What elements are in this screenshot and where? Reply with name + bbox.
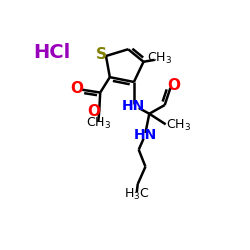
Text: O: O — [70, 81, 84, 96]
Text: CH$_3$: CH$_3$ — [147, 51, 172, 66]
Text: O: O — [87, 104, 100, 119]
Text: CH$_3$: CH$_3$ — [166, 118, 191, 133]
Text: HN: HN — [134, 128, 157, 142]
Text: H$_3$C: H$_3$C — [124, 187, 150, 202]
Text: S: S — [96, 47, 107, 62]
Text: HN: HN — [122, 99, 145, 113]
Text: O: O — [168, 78, 180, 93]
Text: HCl: HCl — [34, 43, 71, 62]
Text: CH$_3$: CH$_3$ — [86, 116, 111, 132]
